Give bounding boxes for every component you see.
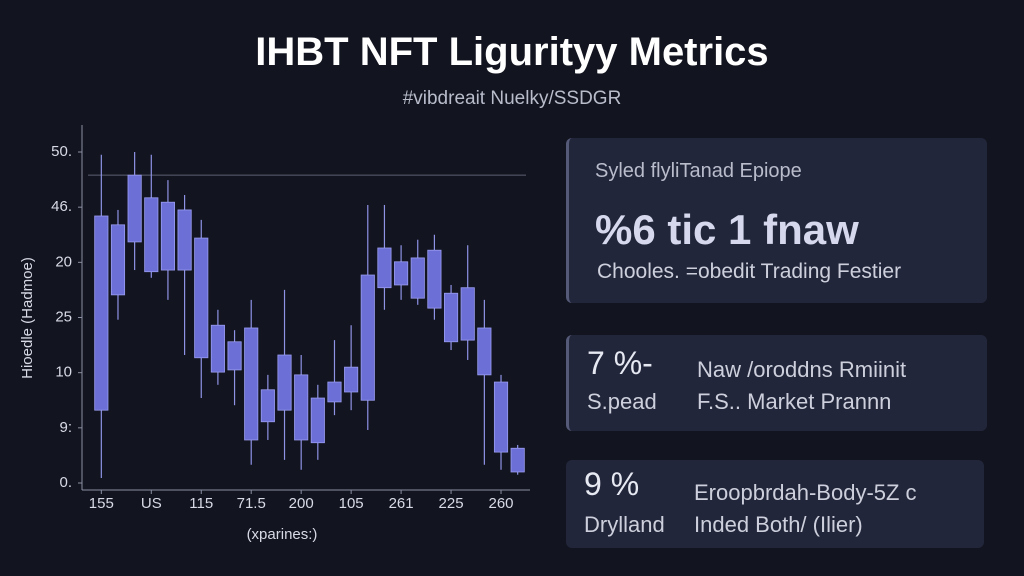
- y-tick-label: 9:: [59, 419, 72, 436]
- x-axis-label: (xparines:): [247, 526, 318, 543]
- card-label: Drylland: [584, 512, 665, 537]
- candle-body: [110, 224, 126, 296]
- candle-body: [344, 366, 359, 393]
- candle-body: [460, 287, 475, 341]
- y-tick-label: 46.: [51, 198, 72, 215]
- card-line: F.S.. Market Prannn: [697, 389, 892, 414]
- candle-body: [277, 354, 292, 411]
- card: 7 %- S.pead Naw /oroddns Rmiinit F.S.. M…: [566, 335, 987, 431]
- candle-body: [443, 292, 459, 343]
- card-line: Naw /oroddns Rmiinit: [697, 357, 907, 382]
- candle-body: [194, 237, 209, 359]
- x-tick-label: 225: [439, 495, 464, 512]
- candle-body: [227, 341, 242, 371]
- x-tick-label: 71.5: [237, 495, 266, 512]
- x-tick-label: 260: [489, 495, 514, 512]
- y-tick-label: 0.: [59, 474, 72, 491]
- candle-body: [294, 374, 309, 441]
- x-tick-label: 261: [389, 495, 414, 512]
- card-value: 9 %: [584, 466, 640, 502]
- y-tick-label: 20: [55, 253, 72, 270]
- subtitle: #vibdreait Nuelky/SSDGR: [402, 88, 622, 109]
- candle-body: [410, 257, 425, 299]
- candle-body: [94, 215, 109, 411]
- card-value: 7 %-: [587, 345, 653, 381]
- candle-body: [510, 447, 525, 473]
- y-tick-label: 10: [55, 364, 72, 381]
- candle-body: [377, 247, 392, 289]
- candle-body: [160, 201, 176, 271]
- y-tick-label: 25: [55, 308, 72, 325]
- candle-body: [210, 324, 225, 373]
- candle-body: [493, 381, 509, 453]
- card-label: S.pead: [587, 389, 657, 414]
- x-tick-label: 200: [289, 495, 314, 512]
- x-tick-label: 115: [189, 495, 213, 512]
- chart: Hioedle (Hadmoe) (xparines:) 0. 9: 10 25 20 4…: [19, 125, 530, 543]
- card: 9 % Drylland Eroopbrdah-Body-5Z c Inded …: [566, 460, 984, 548]
- candle-body: [144, 197, 159, 273]
- candle-body: [394, 261, 409, 286]
- candle-body: [127, 174, 142, 243]
- card-line: Inded Both/ (Ilier): [694, 512, 863, 537]
- candle-body: [327, 381, 342, 403]
- x-tick-label: US: [141, 495, 162, 512]
- x-tick-label: 105: [339, 495, 364, 512]
- title: IHBT NFT Ligurityy Metrics: [255, 30, 769, 74]
- y-tick-label: 50.: [51, 143, 72, 160]
- candle-body: [244, 327, 259, 441]
- card: Syled flyliTanad Epiope %6 tic 1 fnaw Ch…: [566, 138, 987, 303]
- candle-body: [310, 397, 325, 444]
- candle-body: [427, 249, 442, 309]
- card-note: Chooles. =obedit Trading Festier: [597, 260, 902, 283]
- card-line: Eroopbrdah-Body-5Z c: [694, 480, 917, 505]
- x-tick-label: 155: [89, 495, 114, 512]
- candle-body: [477, 327, 492, 376]
- candle-body: [360, 274, 375, 401]
- card-value: %6 tic 1 fnaw: [595, 206, 859, 253]
- candle-body: [177, 209, 192, 271]
- candle-body: [260, 389, 275, 423]
- y-axis-label: Hioedle (Hadmoe): [19, 257, 36, 379]
- card-heading: Syled flyliTanad Epiope: [595, 160, 802, 182]
